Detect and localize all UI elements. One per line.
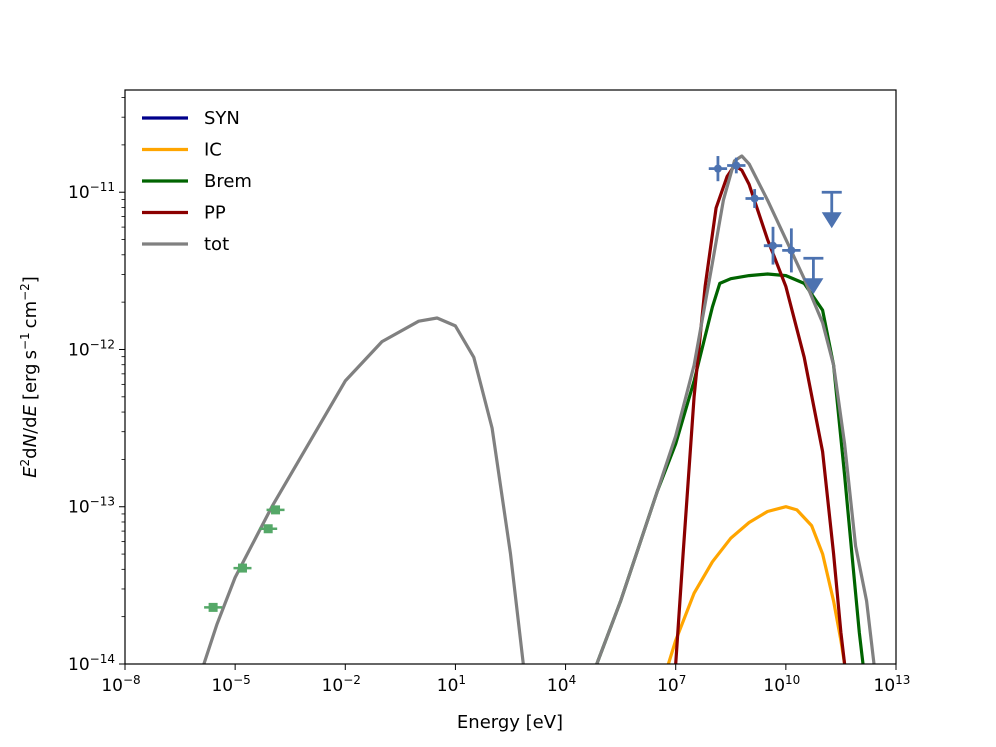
upper-limit-arrow (803, 278, 824, 295)
legend-label-tot: tot (204, 234, 229, 255)
y-label-s: s (20, 350, 41, 359)
x-tick-label: 104 (547, 673, 576, 696)
y-axis-label: E2dN/dE[ergs−1cm−2] (18, 276, 41, 478)
x-tick-label: 10−8 (101, 673, 140, 696)
y-label-cm: cm (20, 301, 41, 328)
gamma-data-point (787, 246, 796, 255)
y-label-e2: E (20, 404, 41, 416)
legend-label-pp: PP (204, 203, 226, 224)
y-tick-label: 10−11 (68, 180, 115, 203)
x-tick-label: 1013 (874, 673, 911, 696)
y-label-slash: /d (20, 416, 41, 434)
gamma-data-point (750, 194, 759, 203)
y-label-d: d (20, 447, 41, 458)
x-axis-label: Energy [eV] (457, 712, 563, 733)
legend-label-brem: Brem (204, 171, 252, 192)
y-label-s-sup: −1 (18, 332, 32, 350)
x-axis-ticks: 10−8 10−5 10−2 101 104 107 1010 1013 (101, 664, 910, 696)
radio-data-point (208, 602, 218, 612)
y-label-e: E (20, 466, 41, 478)
y-tick-label: 10−14 (68, 652, 115, 675)
y-axis-ticks: 10−14 10−13 10−12 10−11 (68, 97, 125, 675)
series-line-brem (595, 272, 865, 664)
plot-frame (124, 89, 897, 665)
legend: SYN IC Brem PP tot (142, 108, 252, 255)
x-tick-label: 1010 (763, 673, 800, 696)
x-tick-label: 10−5 (211, 673, 250, 696)
y-label-erg: erg (20, 363, 41, 393)
y-label-bracket-close: ] (20, 276, 41, 283)
x-tick-label: 107 (657, 673, 686, 696)
x-tick-label: 10−2 (322, 673, 361, 696)
radio-data-point (271, 505, 281, 515)
upper-limit-arrow (821, 212, 842, 229)
radio-data-point (237, 563, 247, 573)
gamma-data-point (713, 164, 722, 173)
radio-data-point (263, 524, 273, 534)
gamma-data-point (732, 161, 741, 170)
gamma-data-point (769, 241, 778, 250)
data-points-layer (204, 156, 842, 612)
x-tick-label: 101 (437, 673, 466, 696)
y-label-e-sup: 2 (18, 459, 32, 467)
legend-label-syn: SYN (204, 108, 240, 129)
y-label-cm-sup: −2 (18, 283, 32, 301)
series-line-ic (666, 505, 847, 664)
y-label-bracket-open: [ (20, 393, 41, 400)
plot-area (125, 90, 896, 664)
y-tick-label: 10−13 (68, 495, 115, 518)
legend-label-ic: IC (204, 140, 222, 161)
y-label-n: N (20, 434, 41, 447)
y-tick-label: 10−12 (68, 337, 115, 360)
